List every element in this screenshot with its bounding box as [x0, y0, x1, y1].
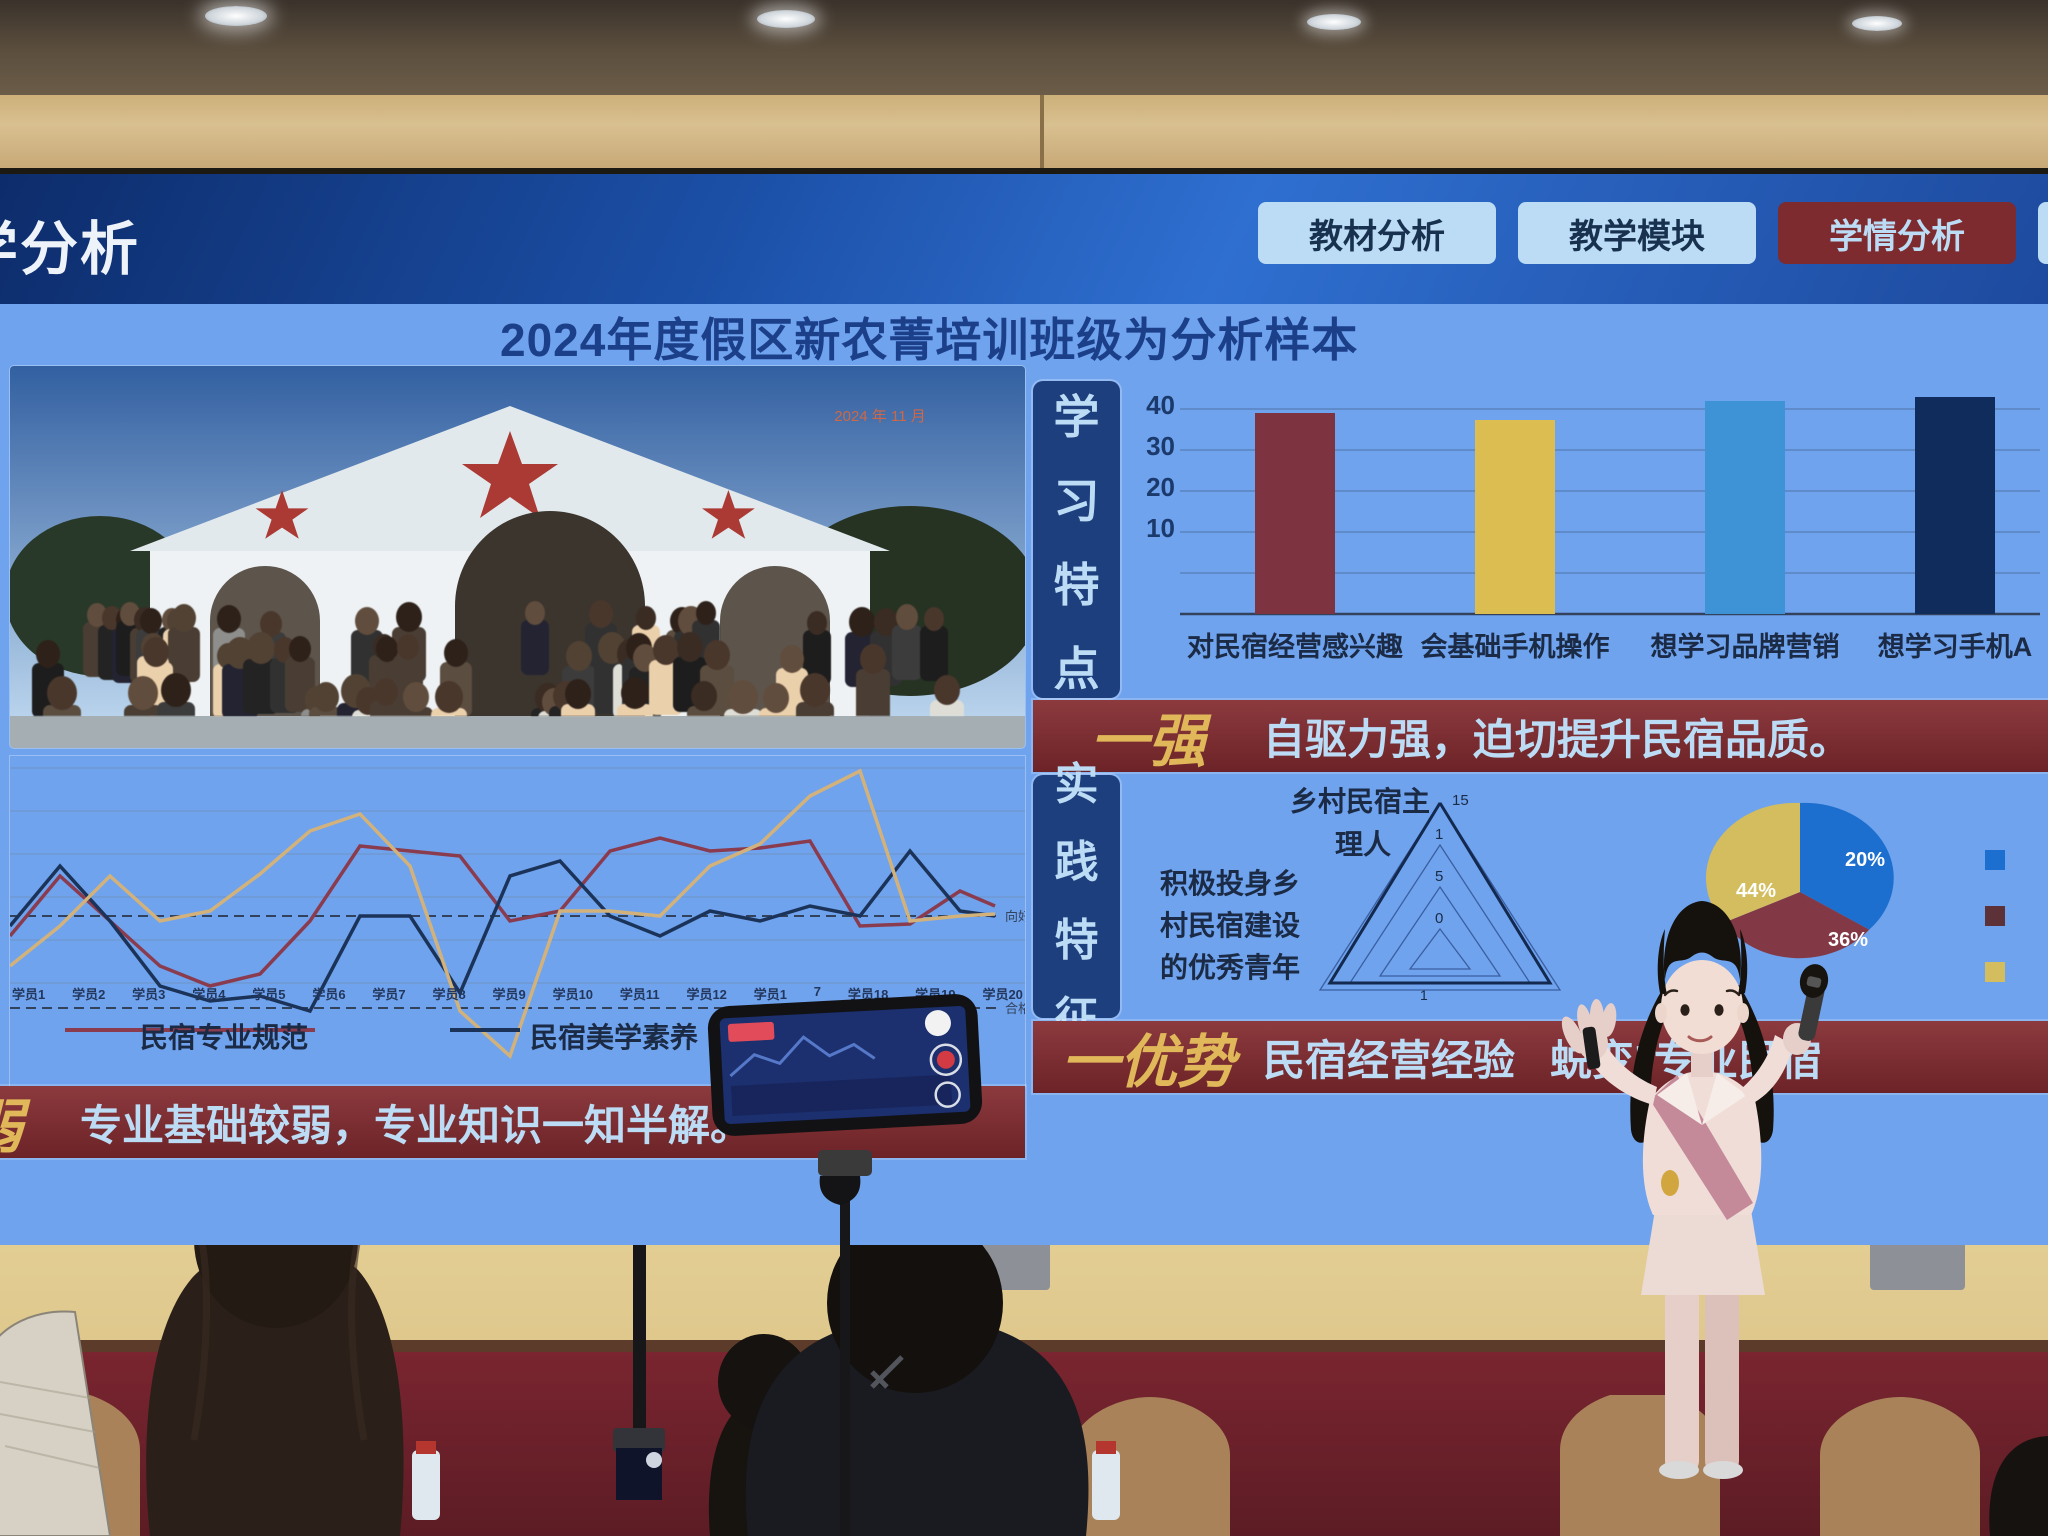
svg-text:40: 40 — [1146, 390, 1175, 420]
svg-text:2024 年 11 月: 2024 年 11 月 — [834, 408, 925, 425]
svg-text:想学习品牌营销: 想学习品牌营销 — [1651, 631, 1840, 662]
svg-text:向好线: 向好线 — [1005, 909, 1025, 924]
svg-text:会基础手机操作: 会基础手机操作 — [1421, 632, 1610, 662]
svg-text:20: 20 — [1146, 472, 1175, 502]
svg-text:30: 30 — [1146, 431, 1175, 461]
svg-text:10: 10 — [1146, 513, 1175, 543]
svg-text:对民宿经营感兴趣: 对民宿经营感兴趣 — [1187, 631, 1403, 662]
svg-text:想学习手机A: 想学习手机A — [1878, 631, 2033, 662]
